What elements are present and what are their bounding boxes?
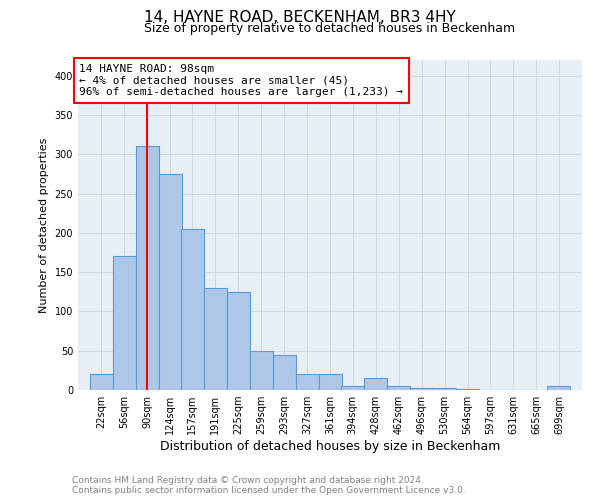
Bar	[204, 288, 227, 390]
Bar	[387, 386, 410, 390]
Bar	[227, 292, 250, 390]
Bar	[250, 350, 273, 390]
Bar	[136, 146, 158, 390]
Text: 14, HAYNE ROAD, BECKENHAM, BR3 4HY: 14, HAYNE ROAD, BECKENHAM, BR3 4HY	[144, 10, 456, 25]
Bar	[273, 354, 296, 390]
Bar	[547, 386, 571, 390]
Y-axis label: Number of detached properties: Number of detached properties	[39, 138, 49, 312]
Title: Size of property relative to detached houses in Beckenham: Size of property relative to detached ho…	[145, 22, 515, 35]
X-axis label: Distribution of detached houses by size in Beckenham: Distribution of detached houses by size …	[160, 440, 500, 453]
Bar	[181, 229, 204, 390]
Text: Contains HM Land Registry data © Crown copyright and database right 2024.
Contai: Contains HM Land Registry data © Crown c…	[72, 476, 466, 495]
Text: 14 HAYNE ROAD: 98sqm
← 4% of detached houses are smaller (45)
96% of semi-detach: 14 HAYNE ROAD: 98sqm ← 4% of detached ho…	[79, 64, 403, 97]
Bar	[113, 256, 136, 390]
Bar	[364, 378, 387, 390]
Bar	[158, 174, 182, 390]
Bar	[296, 374, 319, 390]
Bar	[319, 374, 342, 390]
Bar	[433, 388, 456, 390]
Bar	[341, 386, 364, 390]
Bar	[89, 374, 113, 390]
Bar	[456, 389, 479, 390]
Bar	[410, 388, 433, 390]
